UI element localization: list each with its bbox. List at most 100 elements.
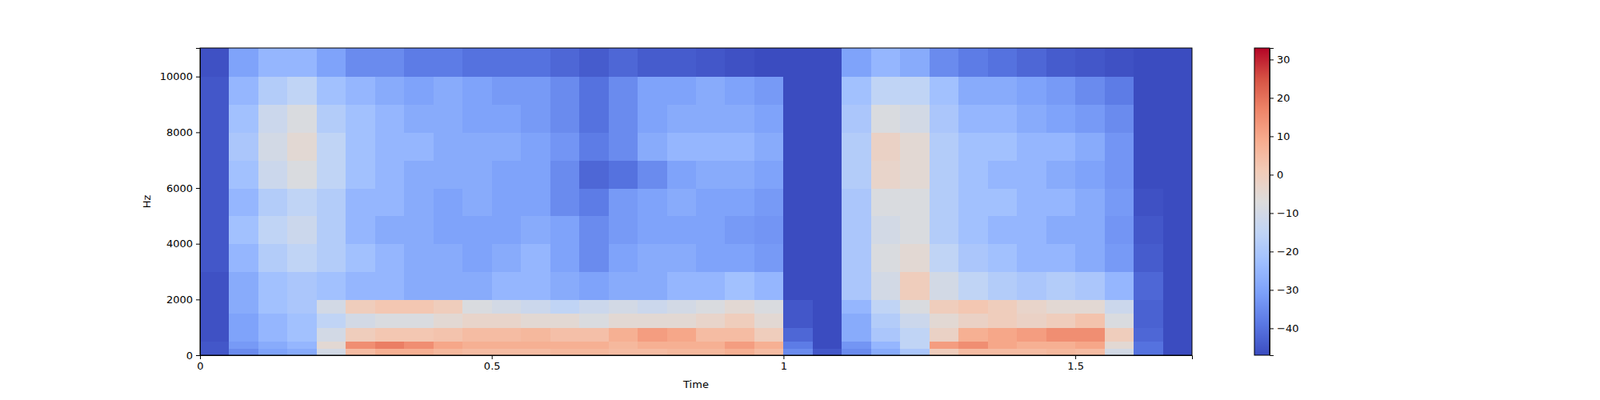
cell bbox=[724, 299, 755, 314]
cell bbox=[550, 160, 580, 188]
tick: 0.5 bbox=[484, 355, 501, 372]
cell bbox=[841, 341, 872, 349]
cell bbox=[637, 132, 668, 160]
tick-mark bbox=[196, 76, 200, 78]
cell bbox=[1075, 313, 1105, 328]
cell bbox=[900, 272, 930, 300]
cell bbox=[1016, 327, 1047, 342]
cell bbox=[200, 104, 230, 133]
tick-mark bbox=[1269, 59, 1274, 60]
cell bbox=[492, 341, 522, 349]
cell bbox=[1163, 48, 1192, 77]
cell bbox=[1133, 160, 1164, 188]
tick-mark bbox=[1269, 97, 1274, 99]
cell bbox=[871, 327, 901, 342]
cell bbox=[492, 299, 522, 314]
cell bbox=[871, 341, 901, 349]
cell bbox=[1163, 244, 1192, 272]
cell bbox=[900, 104, 930, 133]
cell bbox=[404, 104, 434, 133]
cell bbox=[375, 48, 405, 77]
cell bbox=[345, 160, 376, 188]
tick-label: 6000 bbox=[166, 182, 193, 195]
cell bbox=[1133, 216, 1164, 244]
x-axis-title: Time bbox=[682, 378, 709, 391]
cell bbox=[1163, 188, 1192, 216]
cell bbox=[783, 341, 813, 349]
cell bbox=[958, 244, 988, 272]
cell bbox=[258, 216, 288, 244]
cell bbox=[929, 132, 960, 160]
cell bbox=[228, 76, 259, 105]
cell bbox=[988, 216, 1018, 244]
cell bbox=[1046, 48, 1076, 77]
cell bbox=[404, 299, 434, 314]
cell bbox=[433, 188, 464, 216]
cell bbox=[579, 327, 609, 342]
cell bbox=[200, 132, 230, 160]
cell bbox=[783, 244, 813, 272]
cell bbox=[871, 132, 901, 160]
cell bbox=[345, 327, 376, 342]
cell bbox=[345, 188, 376, 216]
cell bbox=[228, 313, 259, 328]
cell bbox=[550, 48, 580, 77]
cell bbox=[929, 188, 960, 216]
cell bbox=[754, 48, 784, 77]
cell bbox=[258, 132, 288, 160]
cell bbox=[871, 160, 901, 188]
cell bbox=[754, 299, 784, 314]
cell bbox=[696, 327, 726, 342]
cell bbox=[375, 160, 405, 188]
tick-mark bbox=[1269, 328, 1274, 329]
tick: 4000 bbox=[166, 237, 200, 250]
cell bbox=[871, 76, 901, 105]
cell bbox=[404, 341, 434, 349]
cell bbox=[724, 327, 755, 342]
cell bbox=[433, 104, 464, 133]
cell bbox=[988, 160, 1018, 188]
cell bbox=[462, 348, 492, 356]
cell bbox=[433, 327, 464, 342]
cell bbox=[550, 216, 580, 244]
cell bbox=[841, 188, 872, 216]
cell bbox=[1075, 327, 1105, 342]
tick: 8000 bbox=[166, 126, 200, 139]
cell bbox=[608, 104, 639, 133]
tick-label: 0 bbox=[186, 349, 193, 362]
cell bbox=[579, 341, 609, 349]
cell bbox=[462, 48, 492, 77]
cell bbox=[433, 48, 464, 77]
cell bbox=[696, 216, 726, 244]
cell bbox=[258, 188, 288, 216]
cell bbox=[783, 327, 813, 342]
cell bbox=[608, 341, 639, 349]
cell bbox=[228, 188, 259, 216]
cell bbox=[200, 348, 230, 356]
cell bbox=[637, 313, 668, 328]
cell bbox=[228, 327, 259, 342]
cell bbox=[724, 132, 755, 160]
cell bbox=[1104, 188, 1135, 216]
cell bbox=[404, 216, 434, 244]
cell bbox=[637, 299, 668, 314]
tick-mark bbox=[196, 244, 200, 245]
cell bbox=[871, 188, 901, 216]
tick-label: 10 bbox=[1276, 130, 1291, 143]
cell bbox=[375, 272, 405, 300]
cell bbox=[316, 76, 347, 105]
cell bbox=[433, 341, 464, 349]
tick-label: −20 bbox=[1276, 245, 1299, 258]
cell bbox=[988, 48, 1018, 77]
cell bbox=[667, 244, 697, 272]
cell bbox=[841, 216, 872, 244]
cell bbox=[667, 216, 697, 244]
cell bbox=[345, 299, 376, 314]
cell bbox=[345, 244, 376, 272]
cell bbox=[1016, 188, 1047, 216]
cell bbox=[316, 216, 347, 244]
cell bbox=[258, 341, 288, 349]
tick-mark bbox=[1269, 289, 1274, 291]
cell bbox=[929, 348, 960, 356]
cell bbox=[433, 313, 464, 328]
